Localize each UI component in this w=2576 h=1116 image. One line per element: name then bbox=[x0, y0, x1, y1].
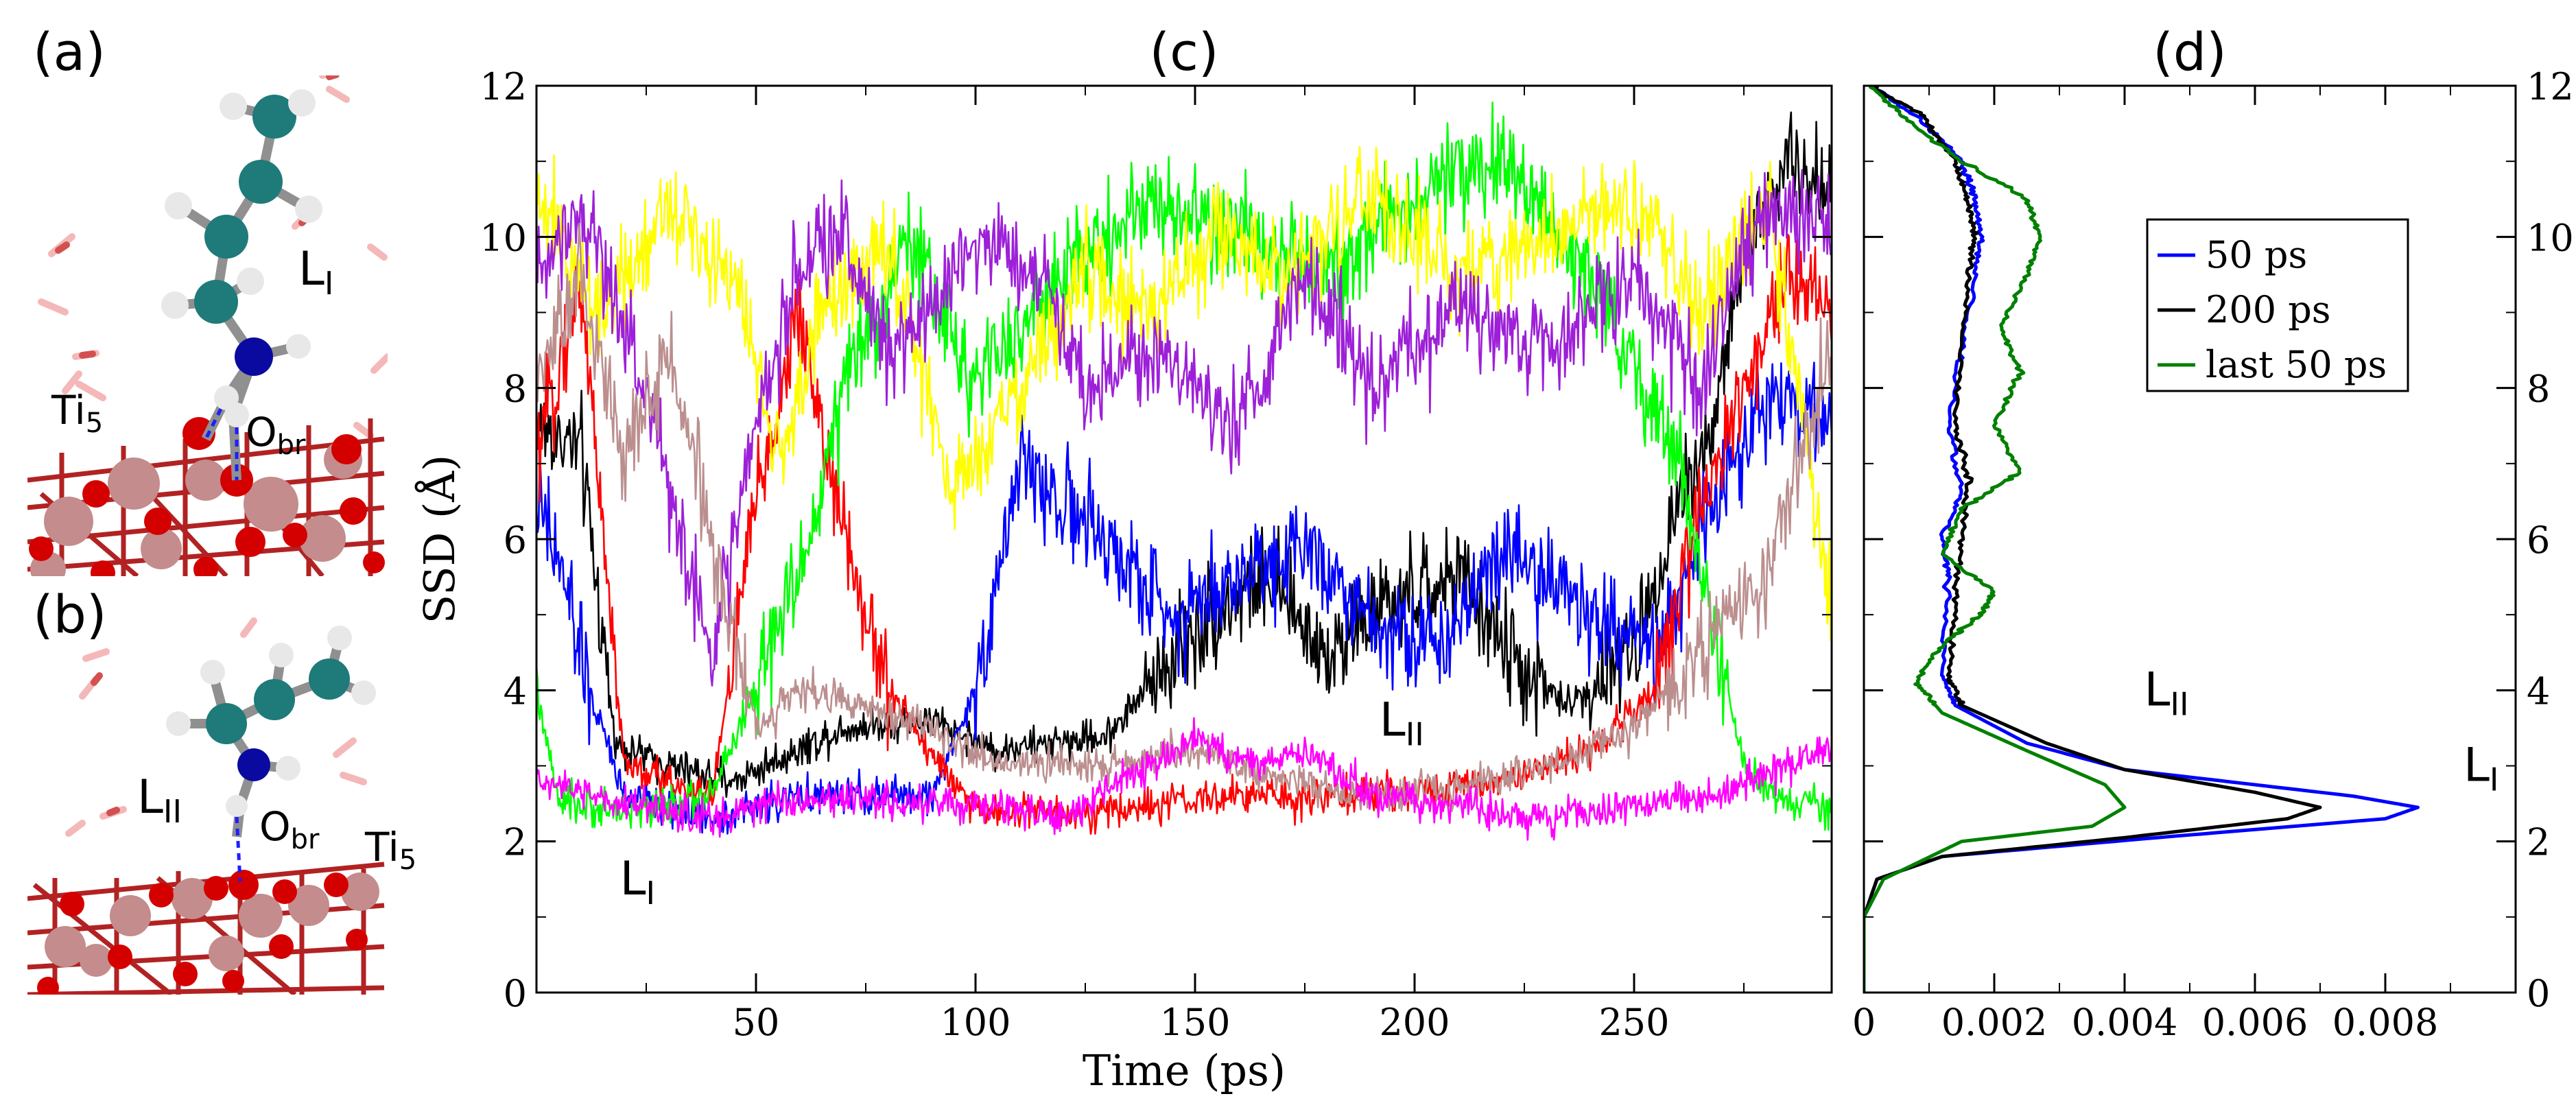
x-tick-label: 0.008 bbox=[2332, 1001, 2439, 1044]
panel-a-annotation-LI: LI bbox=[298, 242, 333, 302]
series-line-traj-rosybrown bbox=[536, 222, 1832, 812]
y-tick-label: 8 bbox=[2527, 368, 2550, 411]
panel-b-snapshot bbox=[27, 617, 385, 995]
y-tick-label: 8 bbox=[504, 368, 527, 411]
x-tick-label: 250 bbox=[1598, 1001, 1669, 1044]
annotation-LI: LI bbox=[2463, 739, 2498, 798]
series-line-traj-purple bbox=[536, 169, 1832, 687]
water-molecules bbox=[65, 617, 367, 837]
x-tick-label: 0.006 bbox=[2202, 1001, 2308, 1044]
y-tick-label: 2 bbox=[504, 821, 527, 864]
annotation-main: L bbox=[2144, 663, 2171, 717]
panel-a-snapshot bbox=[27, 75, 388, 576]
x-tick-label: 0.004 bbox=[2072, 1001, 2178, 1044]
panel-c-x-label: Time (ps) bbox=[1083, 1045, 1286, 1095]
panel-d-frame bbox=[1863, 84, 2517, 994]
x-tick-label: 0 bbox=[1852, 1001, 1876, 1044]
annotation-LII: LII bbox=[2144, 663, 2189, 722]
annotation-sub: II bbox=[2170, 685, 2188, 722]
annotation-main: L bbox=[1380, 693, 1406, 747]
series-line-traj-magenta bbox=[536, 717, 1832, 841]
annotation-main: L bbox=[2463, 739, 2490, 793]
y-tick-label: 4 bbox=[504, 669, 527, 713]
x-tick-label: 50 bbox=[733, 1001, 780, 1044]
panel-b-annotation-Ti5: Ti5 bbox=[364, 824, 416, 876]
series-line-traj-green bbox=[536, 102, 1832, 831]
o-atoms bbox=[37, 870, 368, 995]
y-tick-label: 2 bbox=[2527, 821, 2550, 864]
y-tick-label: 0 bbox=[504, 972, 527, 1015]
y-tick-label: 6 bbox=[504, 519, 527, 562]
y-tick-label: 12 bbox=[2527, 65, 2574, 108]
amine-molecule bbox=[161, 89, 322, 481]
panel-d-title: (d) bbox=[2153, 21, 2227, 82]
panel-a-annotation-Obr: Obr bbox=[246, 409, 306, 461]
series-line-last-50-ps bbox=[1864, 86, 2127, 993]
y-tick-label: 6 bbox=[2527, 519, 2550, 562]
y-tick-label: 12 bbox=[480, 65, 527, 108]
panel-c-chart: (c) 0 2 4 6 8 10 12 50 100 150 200 250 Time (ps) S… bbox=[414, 21, 1833, 1095]
panel-d-legend: 50 ps 200 ps last 50 ps bbox=[2146, 218, 2409, 392]
panel-c-frame bbox=[535, 84, 1833, 994]
series-line-traj-blue bbox=[536, 354, 1832, 835]
y-tick-label: 0 bbox=[2527, 972, 2550, 1015]
series-line-50-ps bbox=[1864, 86, 2420, 993]
panel-a-annotation-Ti5: Ti5 bbox=[51, 387, 103, 439]
panel-b-label: (b) bbox=[33, 584, 107, 645]
x-tick-label: 200 bbox=[1379, 1001, 1450, 1044]
series-line-traj-yellow bbox=[536, 145, 1832, 641]
annotation-main: L bbox=[620, 852, 646, 906]
legend-box bbox=[2146, 218, 2409, 392]
annotation-sub: I bbox=[646, 875, 655, 912]
annotation-LI: LI bbox=[620, 852, 655, 912]
panel-d-x-axis: 0 0.002 0.004 0.006 0.008 bbox=[1852, 86, 2451, 1044]
panel-d-series-group bbox=[1864, 86, 2420, 993]
y-tick-label: 4 bbox=[2527, 669, 2550, 713]
amine-molecule bbox=[166, 626, 376, 882]
series-line-200-ps bbox=[1864, 86, 2322, 993]
o-atoms bbox=[29, 417, 385, 576]
panel-b-annotation-Obr: Obr bbox=[259, 803, 320, 855]
panel-b-annotation-LII: LII bbox=[137, 770, 182, 830]
x-tick-label: 150 bbox=[1159, 1001, 1230, 1044]
series-line-traj-red bbox=[536, 233, 1832, 835]
legend-label: last 50 ps bbox=[2206, 343, 2387, 386]
annotation-sub: I bbox=[2490, 761, 2499, 798]
annotation-sub: II bbox=[1406, 715, 1424, 752]
legend-label: 200 ps bbox=[2206, 288, 2331, 331]
panel-c-x-axis: 50 100 150 200 250 bbox=[646, 86, 1745, 1044]
legend-label: 50 ps bbox=[2206, 233, 2307, 276]
panel-c-title: (c) bbox=[1149, 21, 1218, 82]
panel-d-y-axis: 0 2 4 6 8 10 12 bbox=[1864, 65, 2574, 1015]
panel-c-series-group bbox=[536, 102, 1832, 841]
panel-c-y-label: SSD (Å) bbox=[414, 455, 464, 624]
panel-a-label: (a) bbox=[33, 21, 106, 82]
x-tick-label: 100 bbox=[940, 1001, 1011, 1044]
ti-atoms bbox=[45, 872, 379, 977]
legend-entries: 50 ps 200 ps last 50 ps bbox=[2158, 233, 2387, 386]
y-tick-label: 10 bbox=[480, 216, 527, 259]
x-tick-label: 0.002 bbox=[1941, 1001, 2048, 1044]
annotation-LII: LII bbox=[1380, 693, 1424, 752]
panel-c-y-axis: 0 2 4 6 8 10 12 bbox=[480, 65, 1832, 1015]
y-tick-label: 10 bbox=[2527, 216, 2574, 259]
water-molecules bbox=[38, 75, 388, 439]
